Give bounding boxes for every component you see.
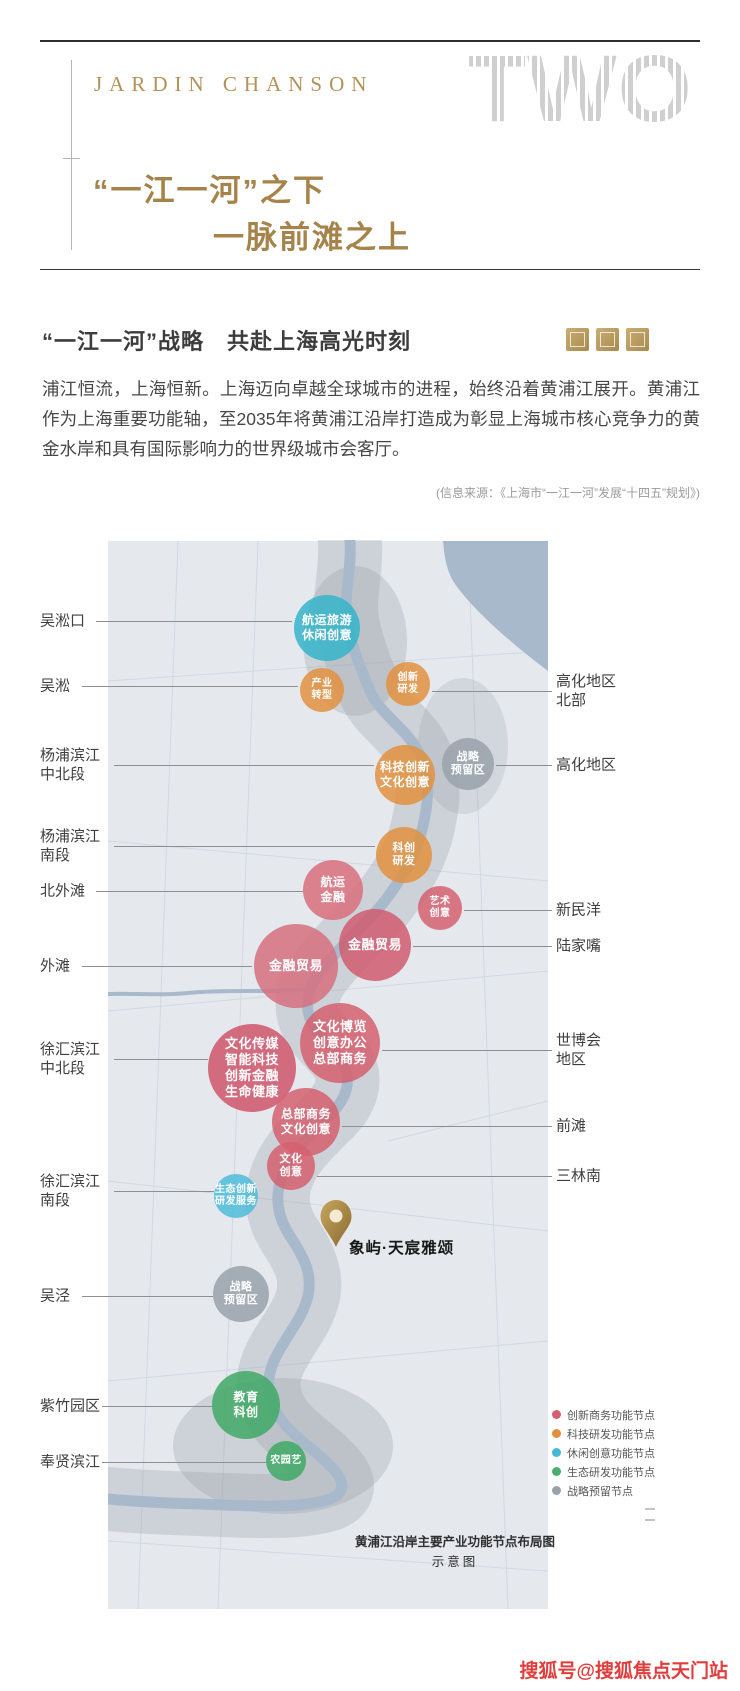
legend-label: 战略预留节点 <box>567 1485 633 1498</box>
section-heading: “一江一河”战略 共赴上海高光时刻 <box>42 329 412 354</box>
project-name-label: 象屿·天宸雅颂 <box>349 1240 455 1257</box>
map-label-right: 高化地区 北部 <box>556 673 617 709</box>
legend-dot <box>552 1448 561 1457</box>
legend-label: 生态研发功能节点 <box>567 1466 655 1479</box>
map-label-left: 吴淞口 <box>40 612 86 630</box>
map-legend: 创新商务功能节点 科技研发功能节点 休闲创意功能节点 生态研发功能节点 战略预留节点 <box>552 1405 655 1500</box>
top-divider <box>40 40 700 42</box>
source-note: (信息来源：《上海市“一江一河”发展“十四五”规划》) <box>436 486 700 500</box>
brand-vertical-line <box>71 60 72 250</box>
map-label-left: 紫竹园区 <box>40 1397 101 1415</box>
map-label-left: 吴淞 <box>40 677 71 695</box>
yangtze-water <box>443 541 548 671</box>
map-caption-title: 黄浦江沿岸主要产业功能节点布局图 <box>354 1535 555 1549</box>
brand-name: JARDIN CHANSON <box>94 72 374 96</box>
legend-item: 生态研发功能节点 <box>552 1462 655 1481</box>
legend-dot <box>552 1429 561 1438</box>
map-label-left: 徐汇滨江 中北段 <box>40 1041 101 1077</box>
map-label-left: 杨浦滨江 南段 <box>40 828 101 864</box>
legend-item: 科技研发功能节点 <box>552 1424 655 1443</box>
map-label-right: 高化地区 <box>556 756 617 774</box>
location-pin-icon <box>320 1200 352 1247</box>
page-edge-marks <box>645 1508 655 1530</box>
page-title-line1: “一江一河”之下 <box>93 173 326 208</box>
map-caption: 黄浦江沿岸主要产业功能节点布局图 示意图 <box>352 1532 558 1572</box>
map-label-right: 陆家嘴 <box>556 937 602 955</box>
body-paragraph: 浦江恒流，上海恒新。上海迈向卓越全球城市的进程，始终沿着黄浦江展开。黄浦江作为上… <box>42 379 700 459</box>
map-label-right: 前滩 <box>556 1117 587 1135</box>
legend-dot <box>552 1410 561 1419</box>
map-label-right: 三林南 <box>556 1167 602 1185</box>
map-label-left: 北外滩 <box>40 882 86 900</box>
map-label-left: 徐汇滨江 南段 <box>40 1173 101 1209</box>
legend-label: 休闲创意功能节点 <box>567 1447 655 1460</box>
legend-dot <box>552 1467 561 1476</box>
header-bottom-divider <box>40 269 700 270</box>
page-title-line2: 一脉前滩之上 <box>213 220 411 255</box>
legend-label: 科技研发功能节点 <box>567 1428 655 1441</box>
seal-icon <box>566 328 589 351</box>
legend-dot <box>552 1486 561 1495</box>
map-label-left: 外滩 <box>40 957 71 975</box>
section-number-word: TWO <box>468 36 693 142</box>
map-label-right: 新民洋 <box>556 901 602 919</box>
map-label-left: 杨浦滨江 中北段 <box>40 747 101 783</box>
map-label-left: 奉贤滨江 <box>40 1453 101 1471</box>
seal-icon <box>596 328 619 351</box>
brand-line-tick <box>63 158 80 159</box>
map-label-right: 世博会 地区 <box>556 1032 602 1068</box>
legend-item: 创新商务功能节点 <box>552 1405 655 1424</box>
legend-item: 战略预留节点 <box>552 1481 655 1500</box>
watermark-text: 搜狐号@搜狐焦点天门站 <box>519 1661 728 1682</box>
map-caption-subtitle: 示意图 <box>431 1555 479 1569</box>
huangpu-river-map <box>108 540 548 1610</box>
legend-item: 休闲创意功能节点 <box>552 1443 655 1462</box>
seal-stamps <box>566 328 649 351</box>
map-label-left: 吴泾 <box>40 1287 71 1305</box>
legend-label: 创新商务功能节点 <box>567 1409 655 1422</box>
seal-icon <box>626 328 649 351</box>
